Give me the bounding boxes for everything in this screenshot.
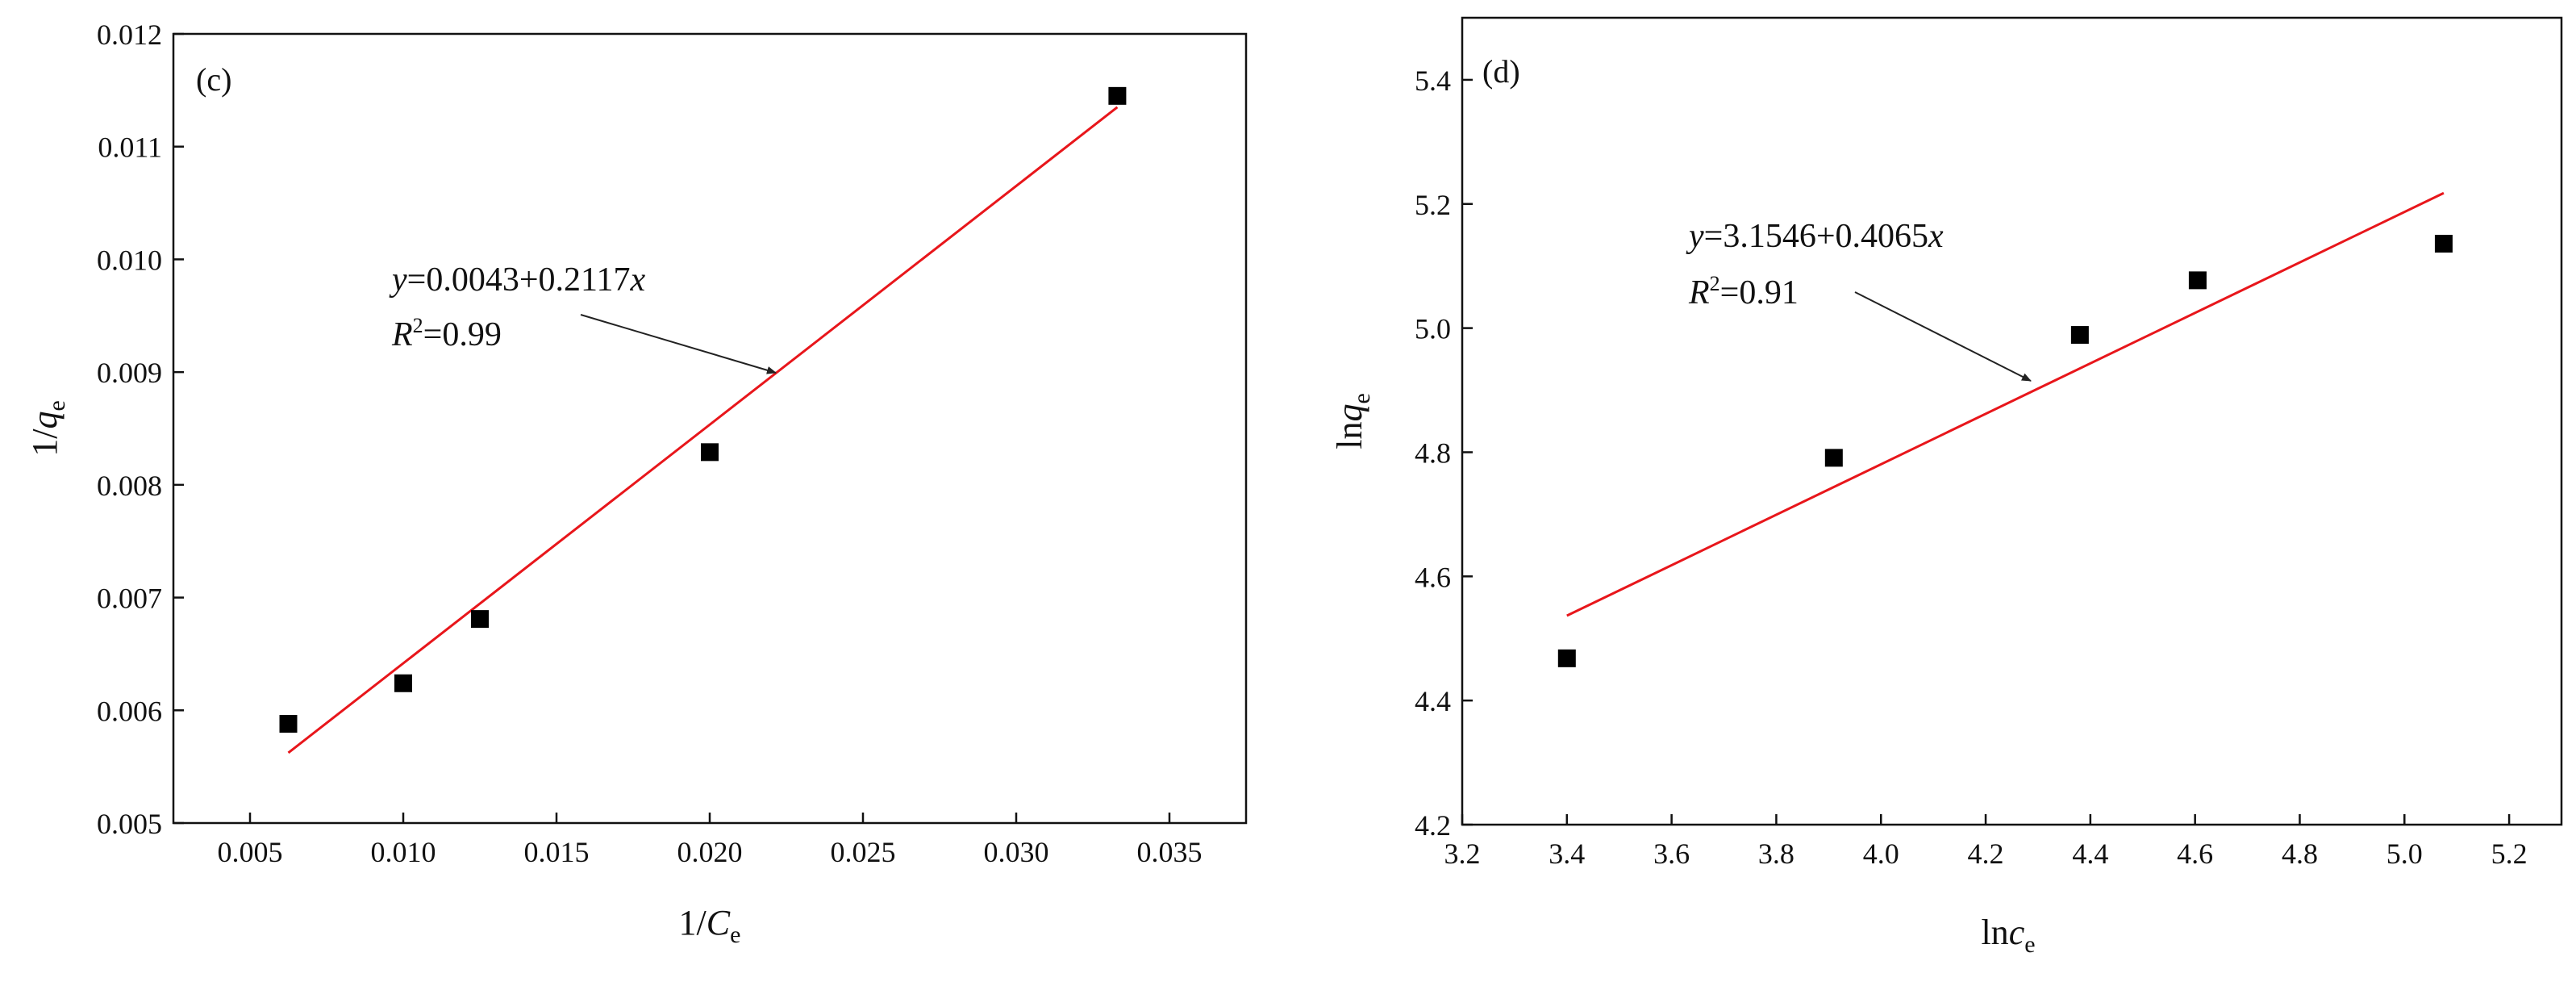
- y-tick-label: 0.010: [97, 244, 162, 276]
- y-tick-label: 4.2: [1415, 809, 1451, 842]
- data-point: [701, 443, 719, 462]
- data-point: [394, 674, 412, 692]
- equation-label: y=0.0043+0.2117x: [389, 261, 645, 299]
- x-tick-label: 0.010: [371, 836, 436, 868]
- data-points: [1557, 235, 2453, 667]
- fit-line: [1566, 191, 2445, 617]
- panel-label: (d): [1482, 53, 1520, 90]
- x-axis-label: 1/Ce: [679, 903, 741, 948]
- y-ticks: 0.005 0.006 0.007 0.008 0.009 0.010 0.011 0.012: [97, 19, 184, 840]
- annotation-arrow: [580, 314, 777, 374]
- y-tick-label: 5.2: [1415, 189, 1451, 221]
- x-tick-label: 4.4: [2072, 838, 2108, 870]
- y-axis-label: 1/qe: [25, 400, 70, 457]
- y-ticks: 4.2 4.4 4.6 4.8 5.0 5.2 5.4: [1415, 65, 1473, 842]
- plot-frame: [172, 32, 1248, 825]
- plot-frame: [1461, 16, 2563, 826]
- y-tick-label: 4.4: [1415, 685, 1451, 717]
- x-tick-label: 0.025: [831, 836, 896, 868]
- y-tick-label: 4.6: [1415, 561, 1451, 593]
- y-tick-label: 0.009: [97, 357, 162, 389]
- x-tick-label: 3.8: [1758, 838, 1794, 870]
- x-tick-label: 4.6: [2177, 838, 2213, 870]
- x-tick-label: 4.8: [2282, 838, 2318, 870]
- y-tick-label: 5.0: [1415, 313, 1451, 345]
- x-tick-label: 0.030: [984, 836, 1049, 868]
- x-tick-label: 0.005: [218, 836, 283, 868]
- y-tick-label: 0.008: [97, 470, 162, 502]
- x-tick-label: 5.0: [2386, 838, 2423, 870]
- chart-panel-c: 0.005 0.006 0.007 0.008 0.009 0.010 0.011 0.012…: [25, 19, 1248, 948]
- chart-panel-d: 4.2 4.4 4.6 4.8 5.0 5.2 5.4 3.2 3.4 3.6 3.8 4.0 4.2…: [1330, 16, 2563, 958]
- r-squared-label: R2=0.99: [391, 314, 502, 353]
- y-tick-label: 0.012: [97, 19, 162, 51]
- data-point: [279, 715, 298, 733]
- y-tick-label: 4.8: [1415, 437, 1451, 469]
- r-squared-label: R2=0.91: [1688, 272, 1799, 311]
- y-tick-label: 5.4: [1415, 65, 1451, 97]
- x-tick-label: 5.2: [2491, 838, 2528, 870]
- data-point: [2434, 235, 2453, 253]
- fit-line: [287, 106, 1119, 754]
- x-ticks: 3.2 3.4 3.6 3.8 4.0 4.2 4.4 4.6 4.8 5.0 5.2: [1444, 814, 2528, 870]
- y-tick-label: 0.011: [98, 132, 162, 164]
- data-point: [2070, 326, 2089, 345]
- annotation-arrow: [1854, 291, 2032, 382]
- y-tick-label: 0.005: [97, 808, 162, 840]
- data-point: [1108, 86, 1127, 105]
- x-tick-label: 4.0: [1863, 838, 1899, 870]
- x-tick-label: 4.2: [1968, 838, 2004, 870]
- equation-label: y=3.1546+0.4065x: [1686, 218, 1944, 255]
- y-tick-label: 0.006: [97, 695, 162, 727]
- data-point: [2188, 271, 2207, 290]
- x-tick-label: 0.035: [1137, 836, 1203, 868]
- data-point: [1557, 649, 1576, 667]
- data-point: [471, 610, 489, 629]
- data-point: [1824, 449, 1843, 467]
- y-tick-label: 0.007: [97, 583, 162, 615]
- y-axis-label: lnqe: [1330, 393, 1375, 449]
- x-tick-label: 0.015: [524, 836, 590, 868]
- x-ticks: 0.005 0.010 0.015 0.020 0.025 0.030 0.035: [218, 813, 1203, 868]
- data-points: [279, 86, 1127, 733]
- panel-label: (c): [196, 61, 231, 98]
- x-tick-label: 0.020: [677, 836, 743, 868]
- x-axis-label: lnce: [1981, 913, 2035, 958]
- x-tick-label: 3.2: [1444, 838, 1481, 870]
- x-tick-label: 3.4: [1549, 838, 1585, 870]
- x-tick-label: 3.6: [1653, 838, 1690, 870]
